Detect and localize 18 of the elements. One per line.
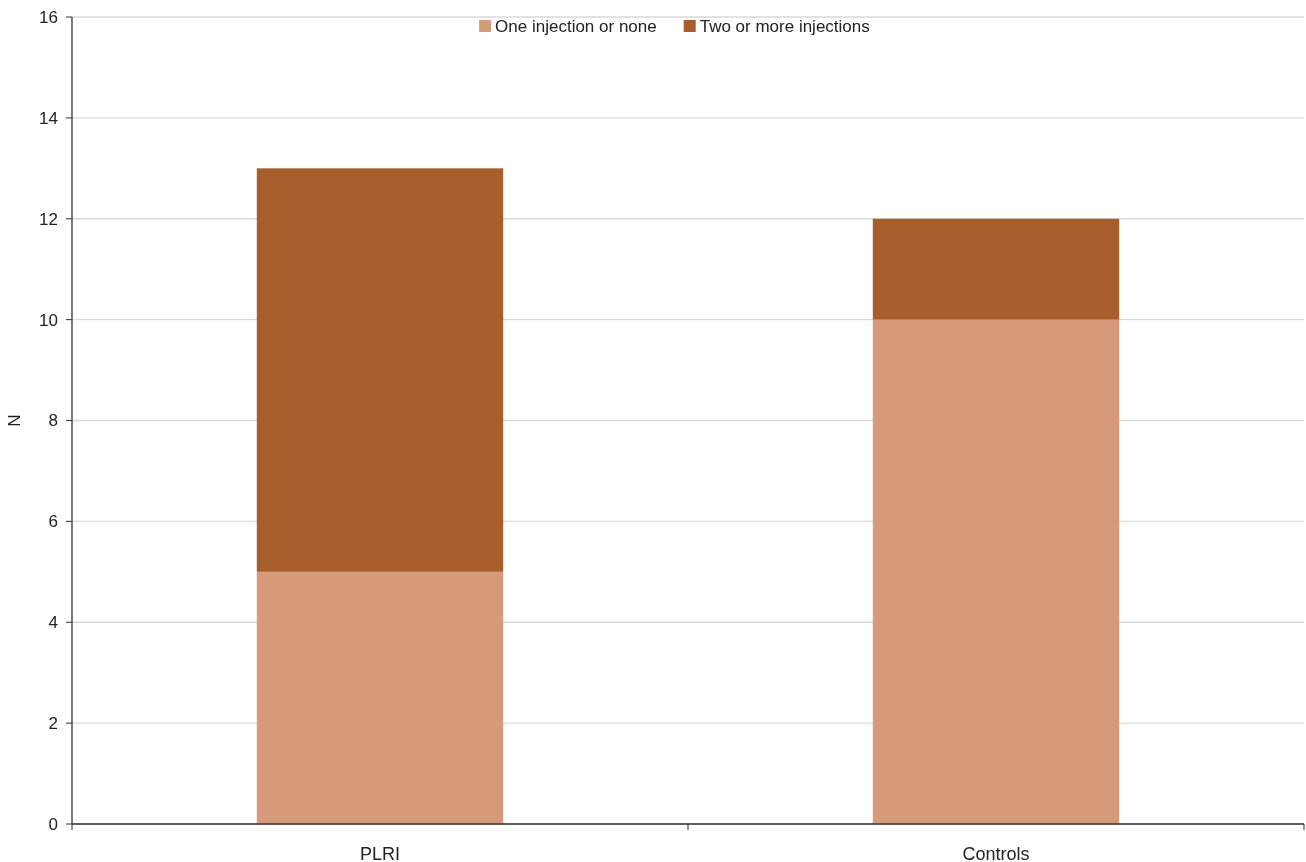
y-tick-label: 12 [39, 209, 58, 229]
legend-label: Two or more injections [699, 16, 870, 36]
y-tick-label: 16 [39, 7, 58, 27]
legend-label: One injection or none [495, 16, 657, 36]
y-tick-label: 0 [48, 814, 58, 834]
y-tick-label: 10 [39, 310, 58, 330]
x-tick-label: Controls [962, 844, 1030, 862]
x-tick-label: PLRI [359, 844, 401, 862]
y-tick-label: 4 [48, 613, 58, 633]
bar [872, 218, 1120, 320]
y-axis-title: N [5, 414, 24, 427]
y-tick-label: 14 [39, 108, 58, 128]
y-tick-label: 8 [48, 411, 58, 431]
y-tick-label: 6 [48, 512, 58, 532]
bar [872, 319, 1120, 824]
bar [256, 168, 504, 572]
bar [256, 571, 504, 824]
y-tick-label: 2 [48, 714, 58, 734]
